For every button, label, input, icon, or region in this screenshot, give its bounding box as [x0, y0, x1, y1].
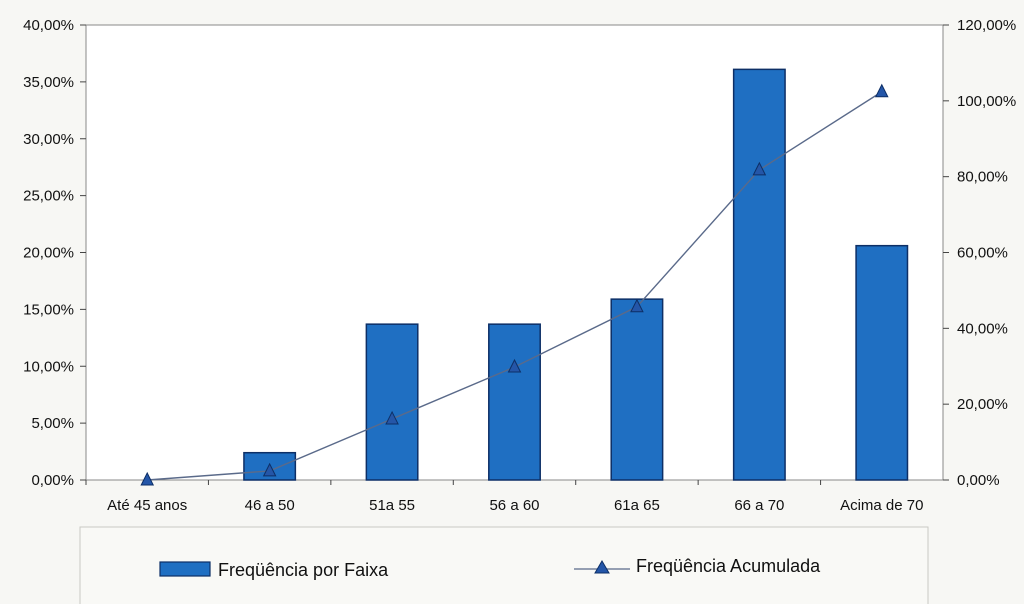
- x-tick-label: 46 a 50: [245, 497, 295, 514]
- x-tick-label: 61a 65: [614, 497, 660, 514]
- left-tick-label: 10,00%: [23, 358, 74, 375]
- legend: Freqüência por Faixa Freqüência Acumulad…: [79, 526, 929, 604]
- legend-box: [79, 526, 929, 604]
- line-point-marker: [507, 358, 522, 373]
- right-tick-label: 40,00%: [957, 320, 1008, 337]
- legend-label-line: Freqüência Acumulada: [636, 556, 821, 576]
- line-point-marker: [752, 161, 767, 176]
- x-tick-label: 51a 55: [369, 497, 415, 514]
- bar: [365, 323, 419, 481]
- x-tick-label: Até 45 anos: [107, 497, 187, 514]
- left-tick-label: 5,00%: [31, 415, 74, 432]
- line-point-marker: [630, 298, 644, 313]
- line-series: [140, 83, 889, 486]
- legend-triangle-marker-icon: [594, 560, 610, 574]
- legend-bar-swatch: [159, 561, 211, 577]
- left-tick-label: 20,00%: [23, 245, 74, 262]
- line-point-marker: [262, 462, 277, 477]
- legend-label-bars: Freqüência por Faixa: [218, 560, 389, 580]
- line-point-marker: [140, 471, 155, 486]
- x-tick-label: 56 a 60: [489, 497, 539, 514]
- line-point-marker: [874, 83, 889, 98]
- left-tick-label: 40,00%: [23, 17, 74, 34]
- left-tick-label: 0,00%: [31, 472, 74, 489]
- right-tick-label: 20,00%: [957, 396, 1008, 413]
- left-tick-label: 15,00%: [23, 301, 74, 318]
- x-tick-label: Acima de 70: [840, 497, 923, 514]
- bar: [488, 323, 541, 481]
- right-axis-ticks: 0,00% 20,00% 40,00% 60,00% 80,00% 100,00% 120,…: [943, 17, 1016, 489]
- left-tick-label: 35,00%: [23, 74, 74, 91]
- left-axis-ticks: 0,00% 5,00% 10,00% 15,00% 20,00% 25,00% 30,00%…: [23, 17, 86, 489]
- line-point-marker: [385, 410, 399, 425]
- bar-series: [243, 68, 909, 481]
- left-tick-label: 25,00%: [23, 188, 74, 205]
- right-tick-label: 0,00%: [957, 472, 1000, 489]
- right-tick-label: 100,00%: [957, 93, 1016, 110]
- x-axis-ticks: Até 45 anos 46 a 50 51a 55 56 a 60 61a 65 66 …: [85, 480, 923, 514]
- left-tick-label: 30,00%: [23, 131, 74, 148]
- right-tick-label: 60,00%: [957, 245, 1008, 262]
- bar: [732, 68, 786, 481]
- bar: [610, 298, 664, 481]
- bar: [855, 244, 909, 481]
- right-tick-label: 80,00%: [957, 169, 1008, 186]
- right-tick-label: 120,00%: [957, 17, 1016, 34]
- x-tick-label: 66 a 70: [734, 497, 784, 514]
